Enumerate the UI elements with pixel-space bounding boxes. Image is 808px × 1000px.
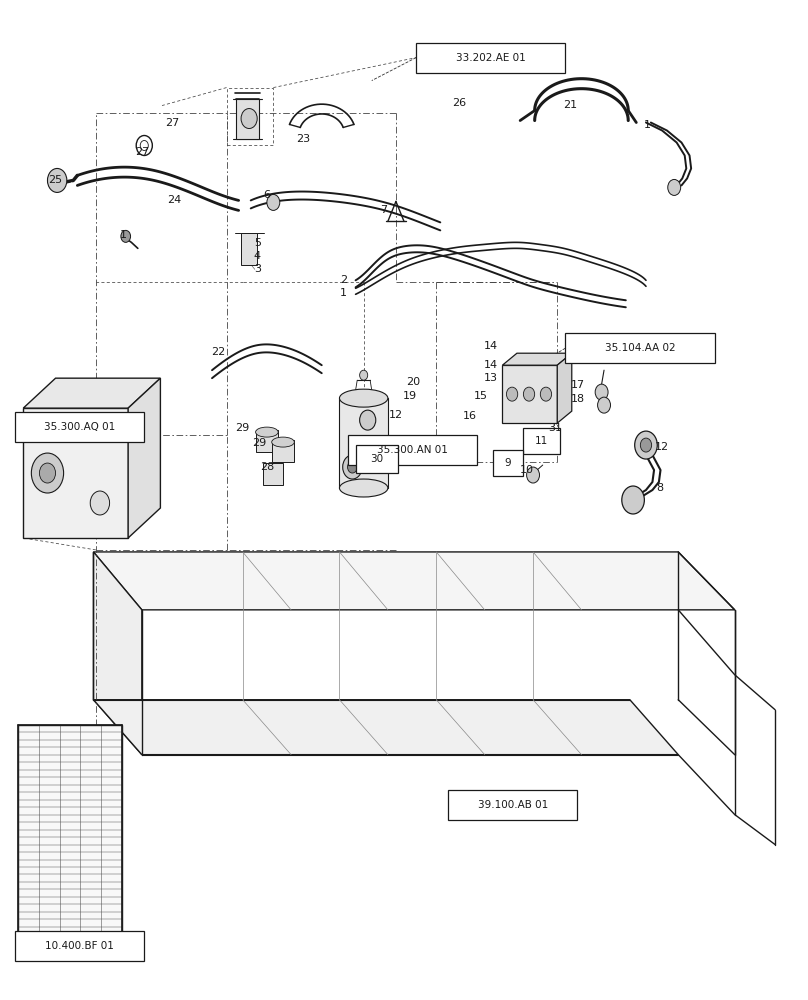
Text: 17: 17 bbox=[570, 380, 584, 390]
Text: 1: 1 bbox=[340, 288, 347, 298]
Text: 3: 3 bbox=[254, 264, 261, 274]
Text: 4: 4 bbox=[254, 251, 261, 261]
Text: 12: 12 bbox=[655, 442, 669, 452]
Text: 7: 7 bbox=[381, 205, 387, 215]
Text: 10.400.BF 01: 10.400.BF 01 bbox=[45, 941, 114, 951]
Circle shape bbox=[640, 438, 651, 452]
Polygon shape bbox=[23, 378, 161, 408]
Text: 5: 5 bbox=[254, 238, 261, 248]
Circle shape bbox=[241, 109, 257, 129]
Text: 19: 19 bbox=[402, 391, 417, 401]
Bar bbox=[15, 931, 145, 961]
Bar bbox=[524, 428, 560, 454]
Circle shape bbox=[622, 486, 644, 514]
Bar bbox=[448, 790, 578, 820]
Text: 6: 6 bbox=[263, 190, 271, 200]
Circle shape bbox=[121, 230, 131, 242]
Bar bbox=[356, 445, 398, 473]
Text: 18: 18 bbox=[570, 394, 584, 404]
Circle shape bbox=[360, 370, 368, 380]
Text: 35.300.AN 01: 35.300.AN 01 bbox=[377, 445, 448, 455]
Circle shape bbox=[667, 179, 680, 195]
Text: 27: 27 bbox=[166, 118, 179, 128]
Ellipse shape bbox=[271, 437, 294, 447]
Circle shape bbox=[635, 431, 657, 459]
Circle shape bbox=[267, 194, 280, 210]
Text: 27: 27 bbox=[136, 147, 149, 157]
Text: 35.300.AQ 01: 35.300.AQ 01 bbox=[44, 422, 116, 432]
Text: 14: 14 bbox=[484, 341, 499, 351]
Circle shape bbox=[347, 461, 357, 473]
Text: 23: 23 bbox=[296, 134, 310, 144]
Bar bbox=[263, 463, 283, 485]
Text: 31: 31 bbox=[549, 423, 562, 433]
Text: 1: 1 bbox=[120, 230, 127, 240]
Ellipse shape bbox=[339, 389, 388, 407]
Text: 8: 8 bbox=[656, 483, 663, 493]
Ellipse shape bbox=[339, 479, 388, 497]
Polygon shape bbox=[94, 552, 734, 610]
Text: 13: 13 bbox=[484, 373, 498, 383]
Bar bbox=[241, 233, 257, 265]
Text: 16: 16 bbox=[463, 411, 478, 421]
Text: 39.100.AB 01: 39.100.AB 01 bbox=[478, 800, 548, 810]
Text: 20: 20 bbox=[406, 377, 421, 387]
Text: 12: 12 bbox=[389, 410, 403, 420]
Text: 15: 15 bbox=[473, 391, 488, 401]
Circle shape bbox=[48, 168, 67, 192]
Polygon shape bbox=[94, 552, 142, 755]
Circle shape bbox=[40, 463, 56, 483]
Ellipse shape bbox=[255, 427, 278, 437]
Polygon shape bbox=[128, 378, 161, 538]
Text: 1: 1 bbox=[644, 120, 651, 130]
Text: 26: 26 bbox=[452, 98, 466, 108]
Bar bbox=[236, 99, 259, 139]
Circle shape bbox=[541, 387, 552, 401]
Circle shape bbox=[527, 467, 540, 483]
Text: 14: 14 bbox=[484, 360, 499, 370]
Circle shape bbox=[360, 410, 376, 430]
Circle shape bbox=[524, 387, 535, 401]
Text: 33.202.AE 01: 33.202.AE 01 bbox=[456, 53, 525, 63]
Text: 29: 29 bbox=[251, 438, 266, 448]
Text: 11: 11 bbox=[535, 436, 548, 446]
Text: 29: 29 bbox=[236, 423, 250, 433]
Bar bbox=[271, 440, 294, 462]
Text: 25: 25 bbox=[48, 175, 62, 185]
Text: 22: 22 bbox=[212, 347, 225, 357]
Circle shape bbox=[598, 397, 611, 413]
Bar bbox=[416, 43, 566, 73]
Bar bbox=[503, 365, 558, 423]
Text: 9: 9 bbox=[505, 458, 511, 468]
Text: 24: 24 bbox=[167, 195, 181, 205]
Bar bbox=[19, 725, 122, 934]
Bar bbox=[493, 450, 524, 476]
Polygon shape bbox=[94, 700, 678, 755]
Bar bbox=[339, 398, 388, 488]
Circle shape bbox=[32, 453, 64, 493]
Text: 35.104.AA 02: 35.104.AA 02 bbox=[604, 343, 675, 353]
Bar bbox=[255, 430, 278, 452]
Polygon shape bbox=[23, 408, 128, 538]
Text: 28: 28 bbox=[259, 462, 274, 472]
Text: 21: 21 bbox=[563, 100, 577, 110]
Circle shape bbox=[595, 384, 608, 400]
Bar bbox=[15, 412, 145, 442]
Circle shape bbox=[507, 387, 518, 401]
Circle shape bbox=[90, 491, 110, 515]
Circle shape bbox=[343, 455, 362, 479]
Text: 10: 10 bbox=[520, 465, 533, 475]
Text: 30: 30 bbox=[370, 454, 383, 464]
Bar bbox=[347, 435, 477, 465]
Text: 2: 2 bbox=[340, 275, 347, 285]
Polygon shape bbox=[503, 353, 572, 365]
Bar bbox=[566, 333, 714, 363]
Polygon shape bbox=[558, 353, 572, 423]
